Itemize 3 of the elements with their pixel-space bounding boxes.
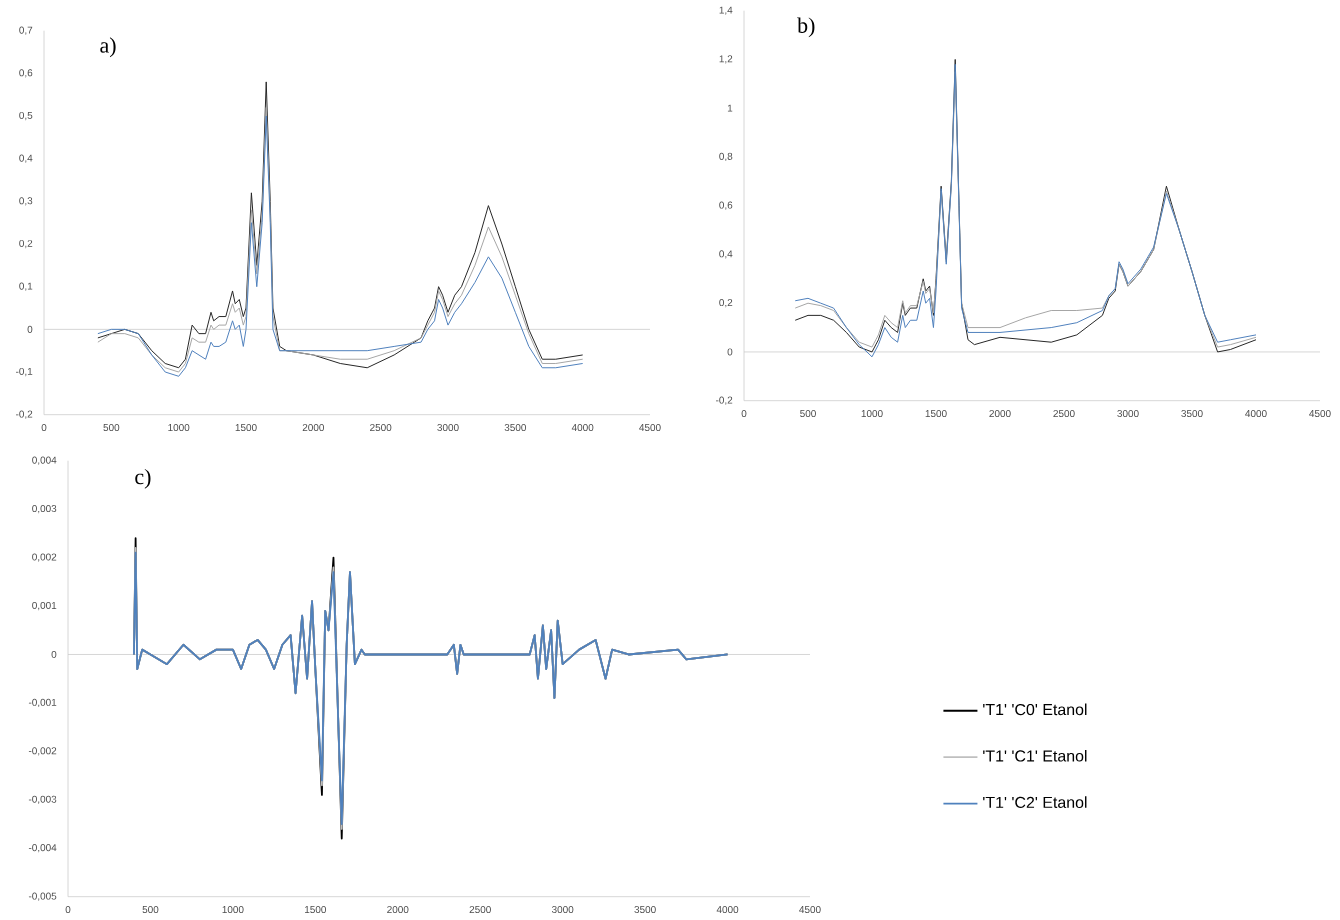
chart-title: c) — [135, 468, 151, 489]
chart-title: b) — [797, 17, 815, 37]
chart-title: a) — [100, 36, 116, 57]
